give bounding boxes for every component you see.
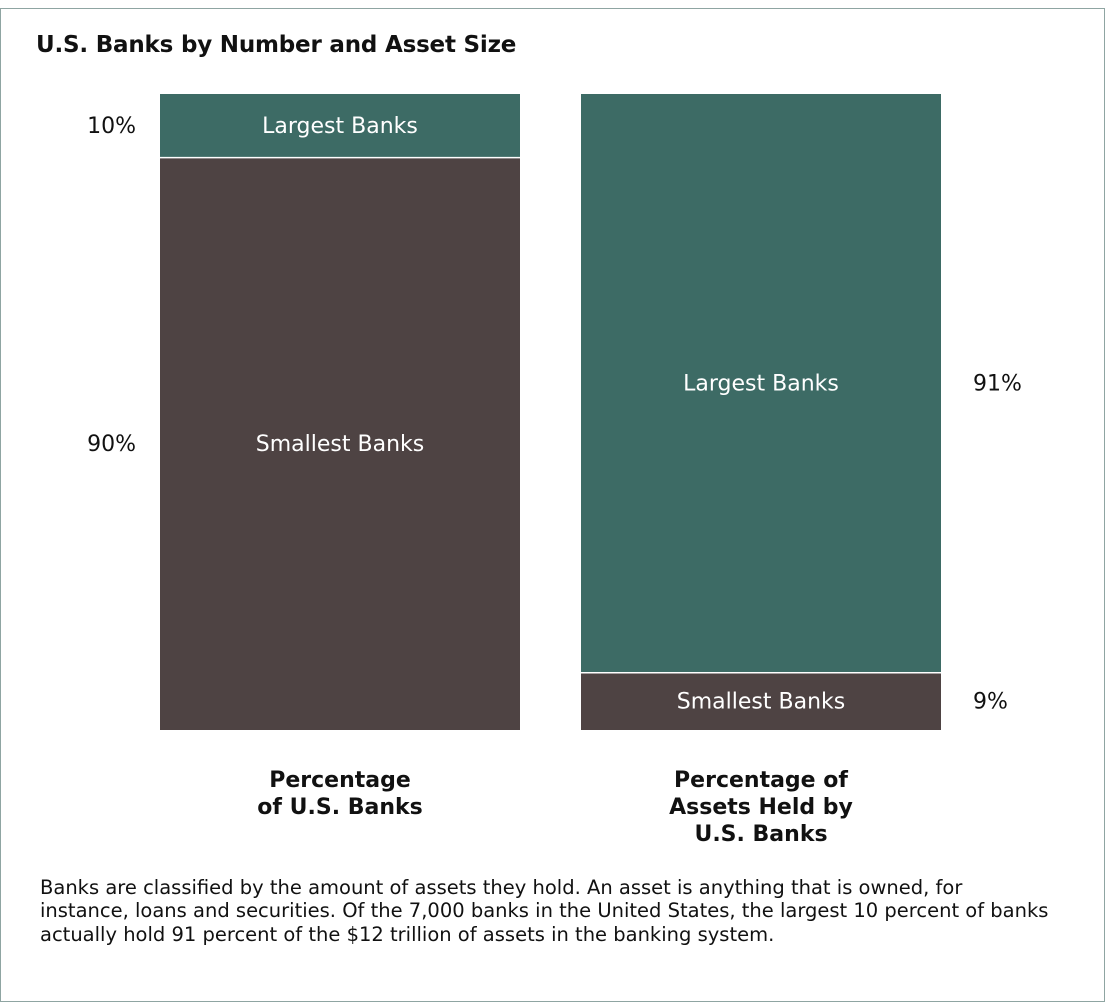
category-label: U.S. Banks	[694, 822, 827, 847]
category-label: Percentage of	[674, 768, 848, 793]
stacked-bar-chart: Smallest Banks 90% Largest Banks 10% Percent…	[87, 94, 1022, 847]
chart-caption: Banks are classified by the amount of as…	[40, 876, 1049, 946]
segment-label: Largest Banks	[262, 114, 418, 139]
bar-2-smallest-banks	[581, 672, 941, 730]
bar-1-smallest-banks	[160, 157, 520, 731]
chart-title: U.S. Banks by Number and Asset Size	[36, 32, 517, 58]
category-label: Assets Held by	[669, 795, 853, 820]
segment-label: Largest Banks	[683, 371, 839, 396]
bar-1-largest-banks	[160, 94, 520, 158]
value-label: 90%	[87, 432, 136, 457]
value-label: 10%	[87, 114, 136, 139]
value-label: 9%	[973, 689, 1008, 714]
category-label: of U.S. Banks	[257, 795, 422, 820]
segment-label: Smallest Banks	[256, 432, 424, 457]
value-label: 91%	[973, 371, 1022, 396]
segment-label: Smallest Banks	[677, 689, 845, 714]
bar-2-largest-banks	[581, 94, 941, 673]
category-label: Percentage	[269, 768, 411, 793]
